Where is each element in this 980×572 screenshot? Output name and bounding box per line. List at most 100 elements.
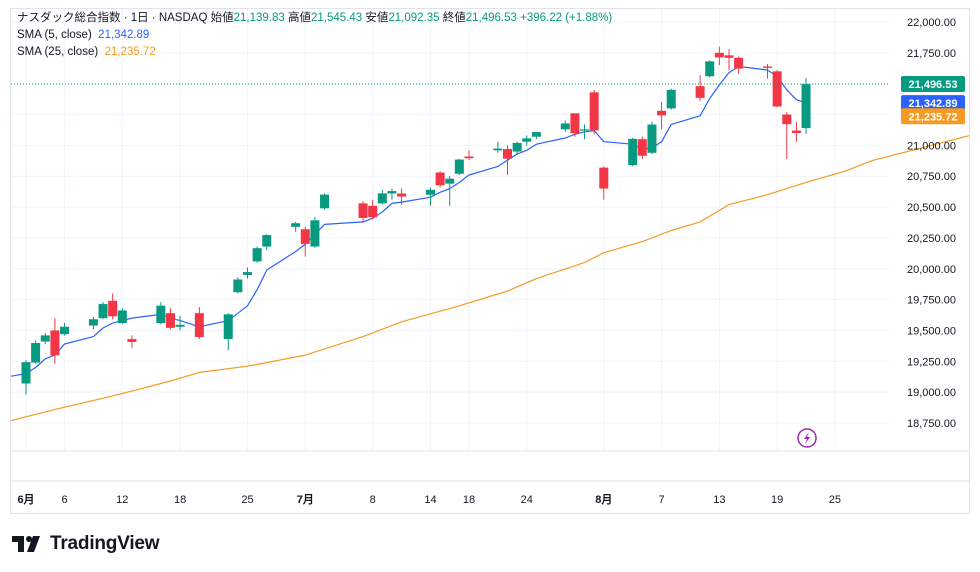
candle-body[interactable] [165, 313, 175, 328]
candle-body[interactable] [724, 55, 734, 58]
candle-body[interactable] [705, 61, 715, 77]
candle-body[interactable] [637, 139, 647, 156]
ohlc-header: ナスダック総合指数 · 1日 · NASDAQ 始値21,139.83 高値21… [17, 11, 612, 25]
x-tick-label: 19 [771, 494, 783, 506]
y-tick-label: 20,500.00 [907, 202, 956, 214]
candle-body[interactable] [223, 314, 233, 340]
candle-body[interactable] [242, 272, 252, 275]
candle-body[interactable] [194, 313, 204, 338]
candle-body[interactable] [522, 138, 532, 142]
candle-body[interactable] [791, 130, 801, 134]
last-price-tag-bg [901, 76, 965, 93]
candle-body[interactable] [570, 113, 580, 134]
sma25-price-tag-bg [901, 108, 965, 125]
candle-body[interactable] [425, 189, 435, 195]
candle-body[interactable] [368, 205, 378, 218]
candle-body[interactable] [801, 84, 811, 129]
candle-body[interactable] [88, 319, 98, 326]
candle-body[interactable] [560, 123, 570, 130]
high-value: 21,545.43 [310, 12, 363, 24]
candle-body[interactable] [262, 235, 272, 247]
x-tick-label: 13 [713, 494, 725, 506]
candle-body[interactable] [117, 310, 127, 324]
candle-body[interactable] [377, 193, 387, 204]
candle-body[interactable] [772, 71, 782, 107]
sma5-price-tag-bg [901, 95, 965, 112]
tradingview-logo-icon [12, 536, 40, 552]
candle-body[interactable] [310, 220, 320, 247]
x-tick-label: 24 [521, 494, 533, 506]
candle-body[interactable] [300, 229, 310, 244]
symbol-line: ナスダック総合指数 · 1日 · NASDAQ [17, 12, 208, 24]
candle-body[interactable] [493, 148, 503, 151]
candle-body[interactable] [320, 194, 330, 209]
candle-body[interactable] [464, 156, 474, 159]
y-tick-label: 19,750.00 [907, 295, 956, 307]
candle-body[interactable] [734, 57, 744, 69]
lightning-icon [804, 432, 811, 444]
y-tick-label: 19,000.00 [907, 387, 956, 399]
candle-body[interactable] [387, 191, 397, 194]
high-label: 高値 [287, 12, 311, 24]
x-tick-label: 18 [174, 494, 186, 506]
sma25-price-tag: 21,235.72 [909, 111, 958, 123]
tradingview-logo[interactable]: TradingView [12, 532, 160, 556]
change-value: +396.22 (+1.88%) [520, 12, 613, 24]
sma25-line [11, 135, 969, 422]
sma5-line [11, 65, 807, 377]
x-tick-label: 12 [116, 494, 128, 506]
candle-body[interactable] [714, 52, 724, 58]
x-tick-label: 7月 [297, 493, 314, 506]
sma25-legend[interactable]: SMA (25, close) 21,235.72 [17, 45, 156, 59]
x-tick-label: 6 [61, 494, 67, 506]
candle-body[interactable] [21, 362, 31, 384]
sma5-legend[interactable]: SMA (5, close) 21,342.89 [17, 28, 149, 42]
candle-body[interactable] [127, 339, 137, 342]
candle-body[interactable] [599, 167, 609, 189]
candle-body[interactable] [666, 89, 676, 109]
candle-body[interactable] [60, 326, 70, 335]
x-tick-label: 25 [241, 494, 253, 506]
candle-body[interactable] [50, 330, 60, 356]
candle-body[interactable] [589, 92, 599, 131]
x-tick-label: 14 [424, 494, 436, 506]
open-label: 始値 [210, 12, 234, 24]
candle-body[interactable] [291, 223, 301, 227]
candle-body[interactable] [108, 300, 118, 317]
candle-body[interactable] [695, 86, 705, 98]
candle-body[interactable] [40, 335, 50, 342]
x-tick-label: 8 [370, 494, 376, 506]
price-chart[interactable]: 22,000.0021,750.0021,500.0021,250.0021,0… [11, 9, 969, 513]
candle-body[interactable] [763, 66, 773, 68]
candle-body[interactable] [580, 129, 590, 131]
candle-body[interactable] [628, 138, 638, 166]
candle-body[interactable] [445, 178, 455, 184]
candle-body[interactable] [98, 304, 108, 319]
sma5-label: SMA (5, close) [17, 29, 92, 41]
candle-body[interactable] [358, 203, 368, 218]
x-tick-label: 7 [659, 494, 665, 506]
open-value: 21,139.83 [233, 12, 285, 24]
x-tick-label: 25 [829, 494, 841, 506]
candle-body[interactable] [503, 149, 512, 159]
candle-body[interactable] [657, 110, 667, 116]
candle-body[interactable] [454, 159, 464, 174]
sma25-label: SMA (25, close) [17, 46, 99, 58]
y-tick-label: 19,500.00 [907, 325, 956, 337]
candle-body[interactable] [397, 193, 407, 197]
low-label: 安値 [365, 12, 389, 24]
x-tick-label: 18 [463, 494, 475, 506]
candle-body[interactable] [233, 279, 243, 293]
candle-body[interactable] [252, 248, 262, 262]
low-value: 21,092.35 [388, 12, 440, 24]
candle-body[interactable] [156, 305, 166, 324]
y-tick-label: 18,750.00 [907, 418, 956, 430]
candle-body[interactable] [647, 124, 657, 153]
candle-body[interactable] [31, 343, 41, 363]
candle-body[interactable] [175, 324, 185, 327]
candle-body[interactable] [531, 132, 541, 137]
candle-body[interactable] [435, 172, 445, 186]
y-tick-label: 21,750.00 [907, 48, 956, 60]
candle-body[interactable] [782, 114, 792, 125]
candle-body[interactable] [512, 142, 522, 152]
